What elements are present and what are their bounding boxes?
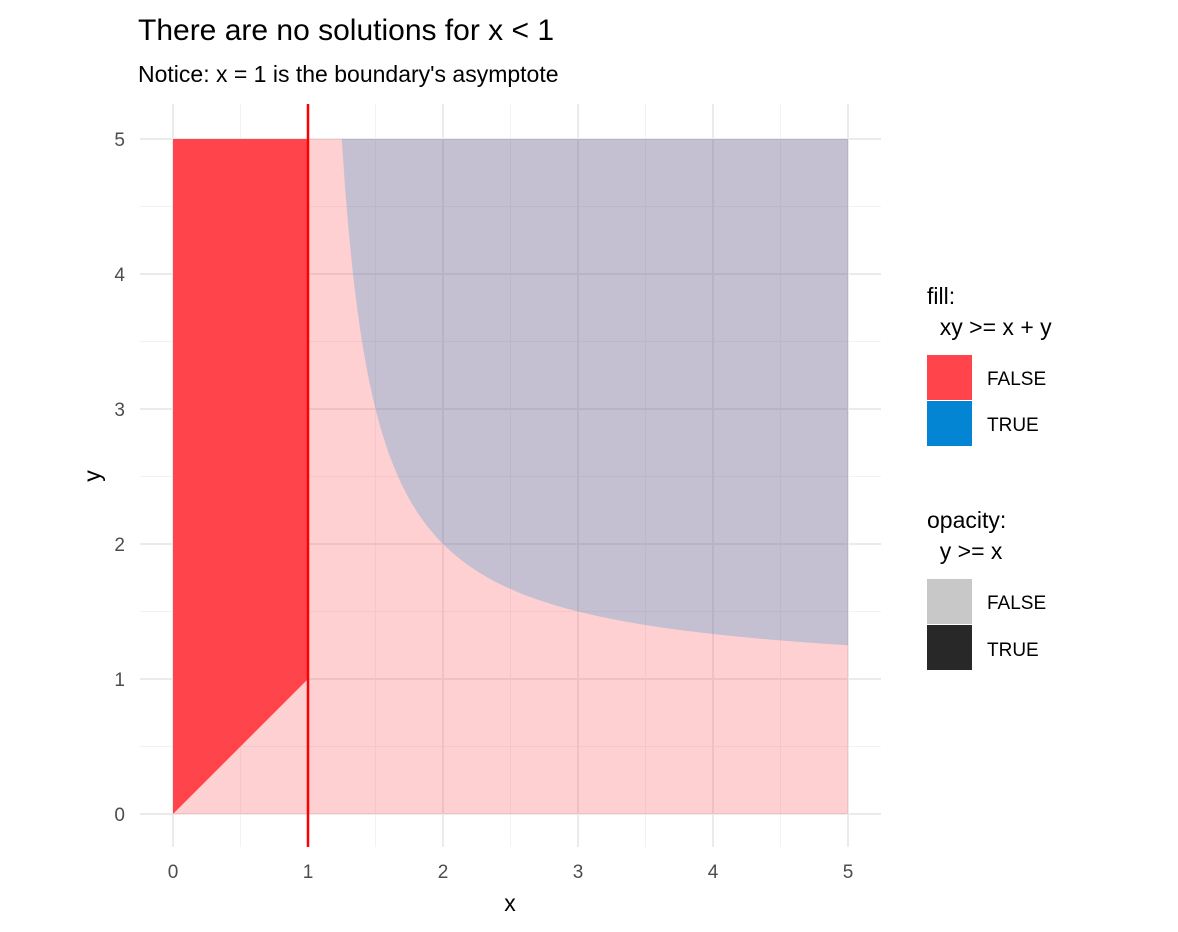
x-axis-ticks: 0 1 2 3 4 5 xyxy=(168,862,854,883)
y-tick-label: 2 xyxy=(114,535,125,556)
y-axis-title: y xyxy=(79,470,105,482)
x-tick-label: 3 xyxy=(573,862,584,883)
legend-opacity: opacity: y >= x FALSE TRUE xyxy=(927,507,1046,670)
x-tick-label: 2 xyxy=(438,862,449,883)
x-tick-label: 0 xyxy=(168,862,179,883)
y-tick-label: 5 xyxy=(114,130,125,151)
x-tick-label: 5 xyxy=(843,862,854,883)
y-tick-label: 1 xyxy=(114,670,125,691)
legend-opacity-true-label: TRUE xyxy=(987,640,1039,661)
legend-fill-title-line1: fill: xyxy=(927,283,955,309)
legend-fill-true-swatch xyxy=(927,401,972,446)
chart-subtitle: Notice: x = 1 is the boundary's asymptot… xyxy=(138,61,559,87)
y-tick-label: 0 xyxy=(114,805,125,826)
chart-title: There are no solutions for x < 1 xyxy=(138,14,554,47)
x-tick-label: 1 xyxy=(303,862,314,883)
legend-opacity-title-line1: opacity: xyxy=(927,507,1006,533)
legend-fill-title-line2: xy >= x + y xyxy=(927,314,1052,340)
region-fill-false-opacity-true xyxy=(173,139,308,814)
region-fill-true-opacity-false xyxy=(341,139,848,646)
legend-opacity-false-swatch xyxy=(927,579,972,624)
legend-fill-true-label: TRUE xyxy=(987,415,1039,436)
legend-fill-false-label: FALSE xyxy=(987,369,1046,390)
y-tick-label: 3 xyxy=(114,400,125,421)
plot-regions xyxy=(173,139,848,814)
x-axis-title: x xyxy=(504,890,516,916)
legend-fill: fill: xy >= x + y FALSE TRUE xyxy=(927,283,1052,446)
y-axis-ticks: 0 1 2 3 4 5 xyxy=(114,130,125,826)
y-tick-label: 4 xyxy=(114,265,125,286)
legend-fill-false-swatch xyxy=(927,355,972,400)
x-tick-label: 4 xyxy=(708,862,719,883)
legend-opacity-true-swatch xyxy=(927,625,972,670)
legend-opacity-title-line2: y >= x xyxy=(927,538,1003,564)
legend-opacity-false-label: FALSE xyxy=(987,593,1046,614)
